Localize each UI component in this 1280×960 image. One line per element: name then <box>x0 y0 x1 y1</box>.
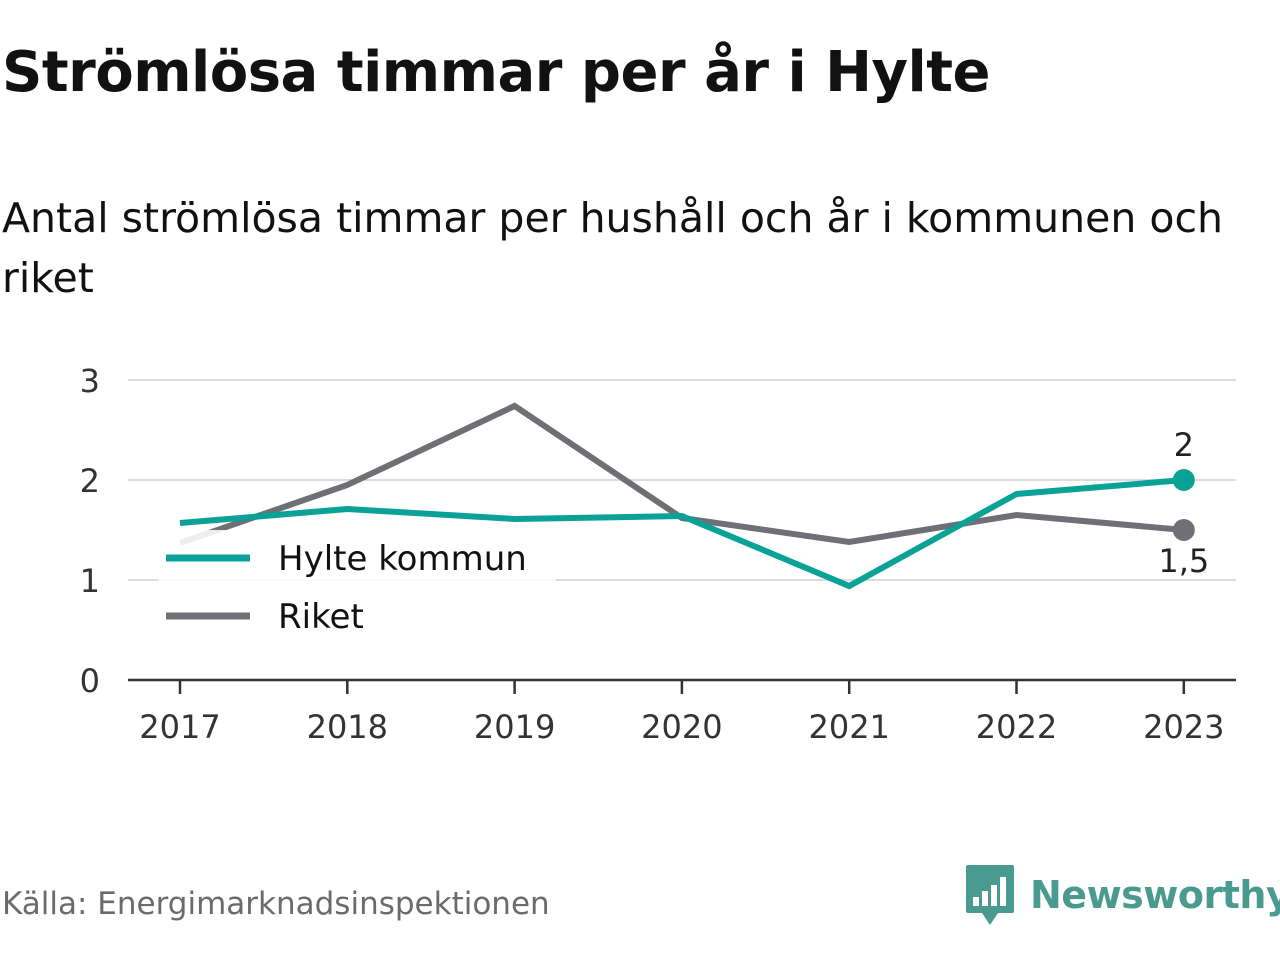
x-tick-label: 2022 <box>976 708 1057 746</box>
series-line-riket <box>179 402 1185 546</box>
end-value-label: 2 <box>1174 426 1194 464</box>
end-point-marker <box>1172 469 1195 491</box>
x-tick-label: 2019 <box>474 708 555 746</box>
chart-subtitle: Antal strömlösa timmar per hushåll och å… <box>2 194 1223 302</box>
end-point-marker <box>1172 519 1195 541</box>
y-tick-label: 3 <box>80 362 100 400</box>
x-tick-label: 2017 <box>139 708 220 746</box>
x-tick-label: 2020 <box>641 708 722 746</box>
series-lines <box>179 402 1195 590</box>
x-tick-label: 2021 <box>808 708 889 746</box>
series-line-hylte <box>179 477 1185 590</box>
legend: Hylte kommun Riket <box>158 530 556 642</box>
y-axis-labels: 0 1 2 3 <box>80 362 100 700</box>
y-tick-label: 2 <box>80 462 100 500</box>
y-tick-label: 1 <box>80 562 100 600</box>
source-note: Källa: Energimarknadsinspektionen <box>2 886 550 922</box>
brand-logo: Newsworthy <box>964 862 1280 928</box>
y-tick-label: 0 <box>80 662 100 700</box>
legend-label: Hylte kommun <box>278 539 527 579</box>
line-chart: 0 1 2 3 2017 2018 2019 2020 2021 2022 2023 Hylte … <box>80 362 1236 746</box>
end-labels: 21,5 <box>1158 426 1209 580</box>
end-value-label: 1,5 <box>1158 542 1209 580</box>
legend-label: Riket <box>278 597 364 637</box>
x-axis-ticks: 2017 2018 2019 2020 2021 2022 2023 <box>139 680 1225 746</box>
legend-background <box>158 530 556 642</box>
x-tick-label: 2018 <box>307 708 388 746</box>
newsworthy-logo-icon <box>966 865 1014 925</box>
x-tick-label: 2023 <box>1143 708 1224 746</box>
brand-name: Newsworthy <box>1030 873 1280 917</box>
chart-title: Strömlösa timmar per år i Hylte <box>2 40 991 105</box>
